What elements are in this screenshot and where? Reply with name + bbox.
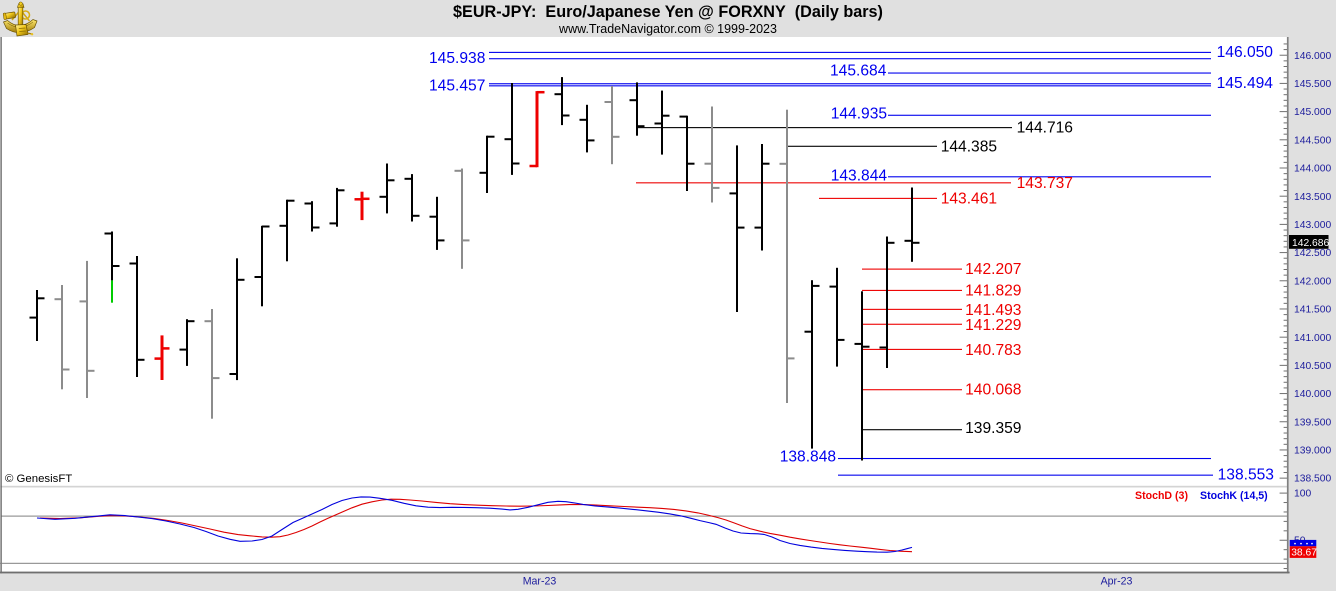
- svg-text:144.000: 144.000: [1294, 164, 1331, 175]
- svg-text:$EUR-JPY: Euro/Japanese Yen @: $EUR-JPY: Euro/Japanese Yen @ FORXNY (Da…: [453, 3, 883, 21]
- svg-text:142.500: 142.500: [1294, 248, 1331, 259]
- svg-text:141.000: 141.000: [1294, 333, 1331, 344]
- svg-text:100: 100: [1294, 489, 1311, 500]
- svg-text:142.000: 142.000: [1294, 276, 1331, 287]
- svg-text:140.068: 140.068: [965, 381, 1021, 398]
- svg-text:141.500: 141.500: [1294, 305, 1331, 316]
- svg-text:146.050: 146.050: [1217, 44, 1274, 61]
- svg-text:© GenesisFT: © GenesisFT: [5, 473, 72, 485]
- svg-text:144.716: 144.716: [1017, 120, 1073, 137]
- svg-text:138.500: 138.500: [1294, 474, 1331, 485]
- svg-text:138.553: 138.553: [1218, 467, 1274, 484]
- svg-text:142.207: 142.207: [965, 261, 1021, 278]
- svg-text:142.686: 142.686: [1292, 238, 1329, 249]
- svg-text:139.000: 139.000: [1294, 446, 1331, 457]
- svg-text:146.000: 146.000: [1294, 51, 1331, 62]
- svg-text:140.500: 140.500: [1294, 361, 1331, 372]
- svg-text:143.500: 143.500: [1294, 192, 1331, 203]
- svg-text:145.457: 145.457: [429, 77, 485, 94]
- svg-text:StochD (3): StochD (3): [1135, 490, 1188, 502]
- svg-text:139.500: 139.500: [1294, 417, 1331, 428]
- svg-text:Apr-23: Apr-23: [1101, 576, 1133, 588]
- svg-text:Mar-23: Mar-23: [523, 576, 557, 588]
- svg-text:140.000: 140.000: [1294, 389, 1331, 400]
- svg-text:144.500: 144.500: [1294, 135, 1331, 146]
- svg-text:StochK (14,5): StochK (14,5): [1200, 490, 1268, 502]
- svg-text:139.359: 139.359: [965, 420, 1021, 437]
- svg-text:www.TradeNavigator.com © 1999-: www.TradeNavigator.com © 1999-2023: [558, 22, 777, 36]
- svg-text:143.000: 143.000: [1294, 220, 1331, 231]
- svg-text:38.67: 38.67: [1291, 548, 1317, 559]
- svg-text:143.844: 143.844: [831, 167, 888, 184]
- svg-text:144.385: 144.385: [941, 138, 998, 155]
- svg-text:141.829: 141.829: [965, 282, 1021, 299]
- svg-text:145.938: 145.938: [429, 50, 485, 67]
- svg-text:141.493: 141.493: [965, 302, 1021, 319]
- svg-text:145.000: 145.000: [1294, 107, 1331, 118]
- svg-text:144.935: 144.935: [831, 106, 888, 123]
- svg-text:143.737: 143.737: [1017, 175, 1073, 192]
- svg-text:141.229: 141.229: [965, 317, 1021, 334]
- svg-text:138.848: 138.848: [780, 449, 836, 466]
- svg-text:145.500: 145.500: [1294, 79, 1331, 90]
- svg-text:145.494: 145.494: [1217, 75, 1274, 92]
- svg-text:145.684: 145.684: [830, 63, 887, 80]
- svg-text:140.783: 140.783: [965, 342, 1021, 359]
- svg-text:143.461: 143.461: [941, 190, 997, 207]
